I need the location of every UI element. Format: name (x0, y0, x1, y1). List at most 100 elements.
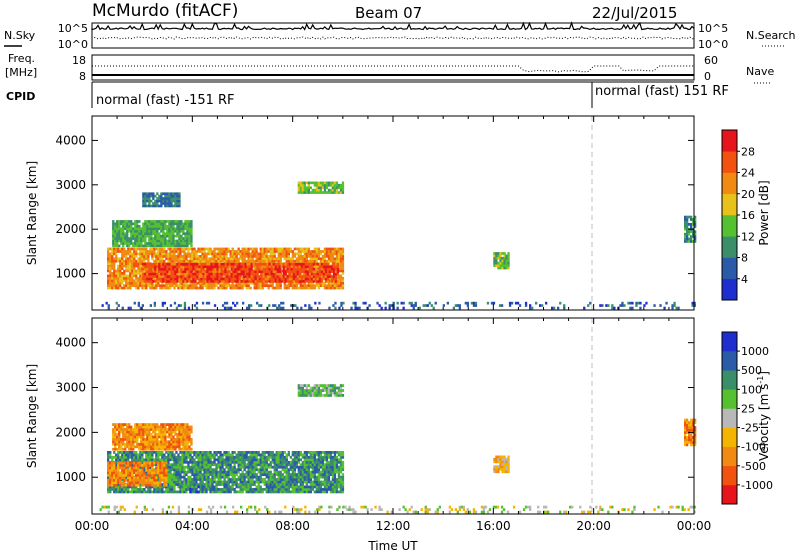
range-time-cell (200, 280, 203, 283)
range-time-cell (281, 468, 284, 472)
range-time-cell (315, 259, 318, 263)
range-time-cell (237, 485, 240, 489)
range-time-cell (177, 478, 180, 481)
range-time-cell (123, 259, 126, 263)
range-time-cell (333, 181, 337, 185)
range-time-cell (142, 199, 145, 203)
range-time-cell (267, 247, 270, 251)
range-time-cell (621, 304, 624, 307)
range-time-cell (142, 229, 145, 233)
range-time-cell (243, 465, 246, 469)
range-time-cell (217, 475, 220, 479)
range-time-cell (223, 468, 226, 472)
range-time-cell (171, 480, 174, 484)
range-time-cell (276, 265, 279, 269)
range-time-cell (139, 274, 142, 278)
range-time-cell (295, 480, 298, 484)
range-time-cell (171, 458, 174, 462)
range-time-cell (148, 270, 151, 273)
range-time-cell (297, 455, 300, 459)
range-time-cell (279, 465, 282, 469)
range-time-cell (172, 194, 175, 198)
range-time-cell (686, 235, 689, 238)
range-time-cell (178, 194, 181, 198)
range-time-cell (121, 259, 124, 263)
range-time-cell (170, 197, 173, 200)
range-time-cell (183, 252, 186, 256)
range-time-cell (121, 250, 124, 253)
range-time-cell (189, 455, 192, 459)
range-time-cell (236, 270, 239, 273)
range-time-cell (146, 275, 149, 278)
range-time-cell (154, 202, 157, 205)
range-time-cell (268, 267, 271, 271)
range-time-cell (322, 262, 326, 266)
range-time-cell (139, 262, 142, 265)
range-time-cell (311, 191, 314, 194)
range-time-cell (153, 284, 156, 287)
range-time-cell (688, 215, 691, 219)
range-time-cell (507, 261, 510, 265)
range-time-cell (215, 465, 218, 469)
range-time-cell (190, 267, 193, 271)
range-time-cell (190, 275, 193, 278)
range-time-cell (126, 222, 129, 226)
range-time-cell (183, 488, 186, 491)
range-time-cell (208, 280, 211, 283)
range-time-cell (270, 280, 273, 283)
range-time-cell (229, 257, 232, 261)
range-time-cell (209, 463, 212, 467)
range-time-cell (503, 256, 506, 260)
range-time-cell (147, 485, 150, 489)
range-time-cell (215, 480, 218, 484)
range-time-cell (249, 465, 252, 469)
range-time-cell (251, 281, 254, 285)
range-time-cell (167, 286, 170, 290)
range-time-cell (111, 250, 114, 253)
range-time-cell (231, 284, 234, 287)
range-time-cell (223, 286, 226, 290)
range-time-cell (205, 257, 208, 261)
range-time-cell (282, 272, 285, 276)
range-time-cell (501, 252, 504, 255)
range-time-cell (184, 270, 187, 273)
range-time-cell (337, 252, 341, 256)
range-time-cell (320, 277, 324, 281)
range-time-cell (121, 478, 124, 481)
range-time-cell (186, 222, 189, 226)
range-time-cell (202, 275, 205, 278)
range-time-cell (291, 465, 294, 469)
range-time-cell (174, 267, 177, 271)
range-time-cell (227, 483, 230, 486)
range-time-cell (175, 483, 178, 486)
range-time-cell (116, 222, 119, 226)
range-time-cell (281, 485, 284, 489)
range-time-cell (188, 225, 191, 228)
range-time-cell (170, 267, 173, 271)
range-time-cell (128, 225, 131, 228)
range-time-cell (152, 244, 155, 248)
range-time-cell (257, 453, 260, 457)
range-time-cell (208, 265, 211, 269)
range-time-cell (277, 455, 280, 459)
range-time-cell (215, 252, 218, 256)
range-time-cell (169, 458, 172, 462)
range-time-cell (209, 460, 212, 464)
range-time-cell (121, 485, 124, 489)
range-time-cell (273, 247, 276, 251)
range-time-cell (259, 252, 262, 256)
range-time-cell (293, 458, 296, 462)
range-time-cell (184, 277, 187, 281)
range-time-cell (211, 257, 214, 261)
range-time-cell (151, 250, 154, 253)
range-time-cell (196, 267, 199, 271)
range-time-cell (203, 247, 206, 251)
range-time-cell (107, 488, 110, 491)
range-time-cell (320, 270, 324, 273)
range-time-cell (181, 284, 184, 287)
range-time-cell (232, 275, 235, 278)
range-time-cell (327, 183, 331, 187)
range-time-cell (243, 453, 246, 457)
range-time-cell (316, 270, 319, 273)
range-time-cell (265, 473, 268, 476)
